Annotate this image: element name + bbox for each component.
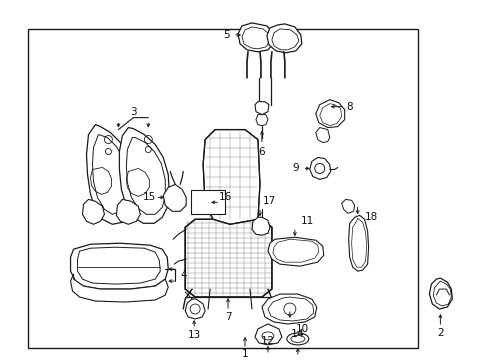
Text: 5: 5 xyxy=(223,30,229,40)
Polygon shape xyxy=(203,130,260,224)
Polygon shape xyxy=(267,237,323,266)
Polygon shape xyxy=(315,100,344,127)
Text: 4: 4 xyxy=(181,270,187,280)
Polygon shape xyxy=(266,24,301,53)
Polygon shape xyxy=(70,274,168,302)
Bar xyxy=(27,29,417,348)
Text: 12: 12 xyxy=(260,336,274,346)
Polygon shape xyxy=(86,125,135,224)
Text: 7: 7 xyxy=(224,312,231,322)
Text: 14: 14 xyxy=(290,329,305,339)
Text: 2: 2 xyxy=(436,328,443,338)
Text: 11: 11 xyxy=(301,216,314,226)
Polygon shape xyxy=(255,114,267,126)
Text: 17: 17 xyxy=(263,196,276,206)
Polygon shape xyxy=(254,324,281,345)
Polygon shape xyxy=(341,199,354,213)
Polygon shape xyxy=(262,294,316,324)
Polygon shape xyxy=(254,102,268,114)
Polygon shape xyxy=(309,157,330,179)
Text: 16: 16 xyxy=(218,192,231,202)
Polygon shape xyxy=(428,278,451,309)
Text: 9: 9 xyxy=(292,163,299,174)
Polygon shape xyxy=(82,199,104,224)
Text: 8: 8 xyxy=(346,102,352,112)
Polygon shape xyxy=(163,184,186,211)
Text: 13: 13 xyxy=(187,330,201,340)
Polygon shape xyxy=(185,299,204,319)
Text: 15: 15 xyxy=(142,192,156,202)
Polygon shape xyxy=(251,217,269,235)
Polygon shape xyxy=(348,215,368,271)
Text: 6: 6 xyxy=(258,147,264,157)
Polygon shape xyxy=(185,219,271,297)
Text: 1: 1 xyxy=(241,349,248,359)
Polygon shape xyxy=(315,127,329,143)
Polygon shape xyxy=(119,127,169,223)
Polygon shape xyxy=(238,23,273,52)
Text: 18: 18 xyxy=(364,212,377,222)
Ellipse shape xyxy=(286,333,308,345)
FancyBboxPatch shape xyxy=(191,190,224,214)
Text: 10: 10 xyxy=(296,324,309,334)
Polygon shape xyxy=(116,199,140,224)
Polygon shape xyxy=(70,243,168,289)
Text: 3: 3 xyxy=(130,107,136,117)
